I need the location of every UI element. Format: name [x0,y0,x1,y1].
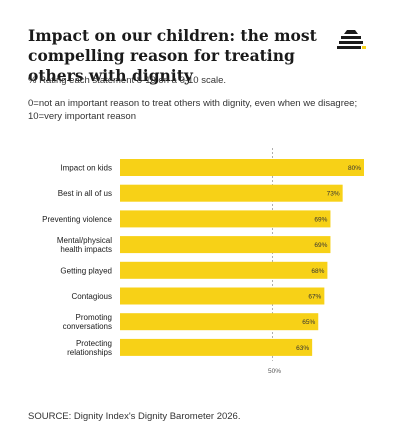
scale-note: 0=not an important reason to treat other… [28,98,358,122]
reference-line-label: 50% [268,368,281,375]
bar-2 [120,210,331,228]
bar-4 [120,261,328,279]
category-label: Impact on kids [60,164,112,173]
chart-subtitle: % Rating each statement 8-10 on a 0-10 s… [28,75,227,86]
chart-title: Impact on our children: the most compell… [28,26,317,85]
bar-3 [120,236,331,254]
value-label: 73% [327,191,340,198]
category-label: Getting played [60,266,112,275]
category-label: Best in all of us [58,189,112,198]
brand-logo-icon [337,30,366,49]
bar-1 [120,184,343,202]
category-label: Contagious [72,292,112,301]
bar-7 [120,338,313,356]
value-label: 67% [308,294,321,301]
source-note: SOURCE: Dignity Index's Dignity Baromete… [28,411,241,422]
value-label: 68% [311,268,324,275]
value-label: 65% [302,319,315,326]
category-label: Mental/physical health impacts [57,236,112,254]
bar-0 [120,159,364,176]
category-label: Preventing violence [42,215,112,224]
category-label: Promoting conversations [63,313,112,331]
value-label: 69% [314,242,327,249]
category-label: Protecting relationships [67,339,112,357]
value-label: 63% [296,345,309,352]
bar-6 [120,313,319,331]
value-label: 80% [348,165,361,172]
value-label: 69% [314,216,327,223]
bar-5 [120,287,325,305]
